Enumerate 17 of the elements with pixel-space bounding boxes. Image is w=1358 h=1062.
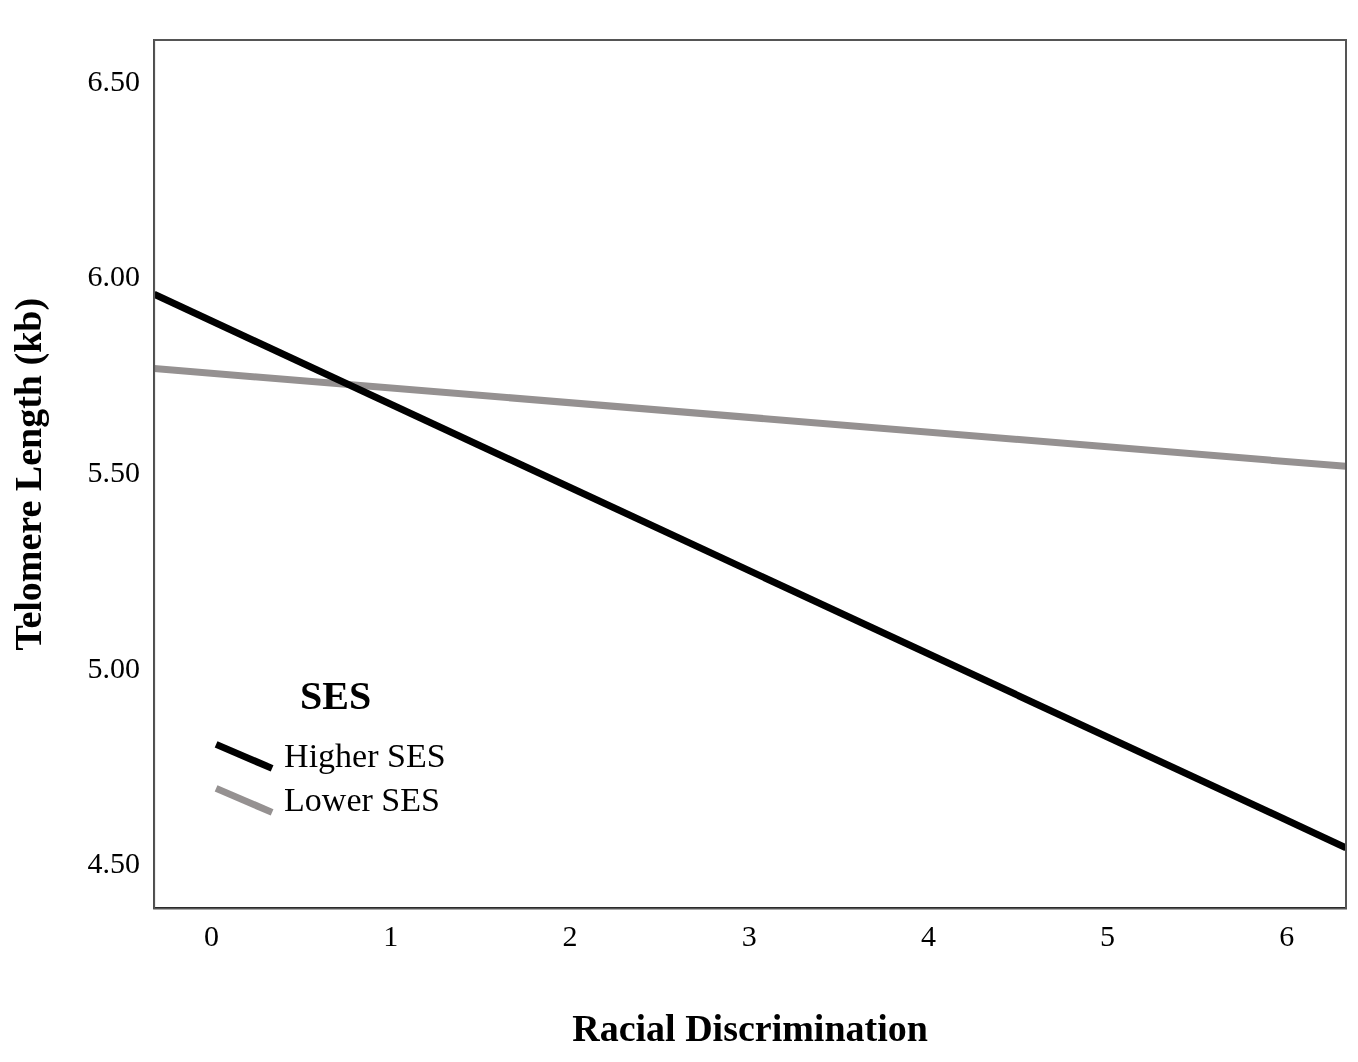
legend-title: SES: [300, 672, 372, 718]
y-axis-title: Telomere Length (kb): [6, 297, 50, 651]
x-axis-title: Racial Discrimination: [572, 1007, 928, 1050]
x-tick-label: 1: [383, 919, 399, 953]
x-tick-label: 5: [1100, 919, 1116, 953]
legend-label: Higher SES: [284, 737, 446, 775]
y-tick-label: 5.00: [87, 650, 141, 684]
y-tick-label: 4.50: [87, 846, 141, 880]
y-tick-label: 6.00: [87, 259, 141, 293]
x-tick-label: 2: [562, 919, 578, 953]
legend-label: Lower SES: [284, 781, 440, 819]
x-tick-label: 6: [1279, 919, 1295, 953]
y-tick-label: 6.50: [87, 63, 141, 97]
y-tick-label: 5.50: [87, 455, 141, 489]
x-tick-label: 4: [920, 919, 936, 953]
x-tick-label: 0: [203, 919, 219, 953]
x-tick-label: 3: [741, 919, 757, 953]
